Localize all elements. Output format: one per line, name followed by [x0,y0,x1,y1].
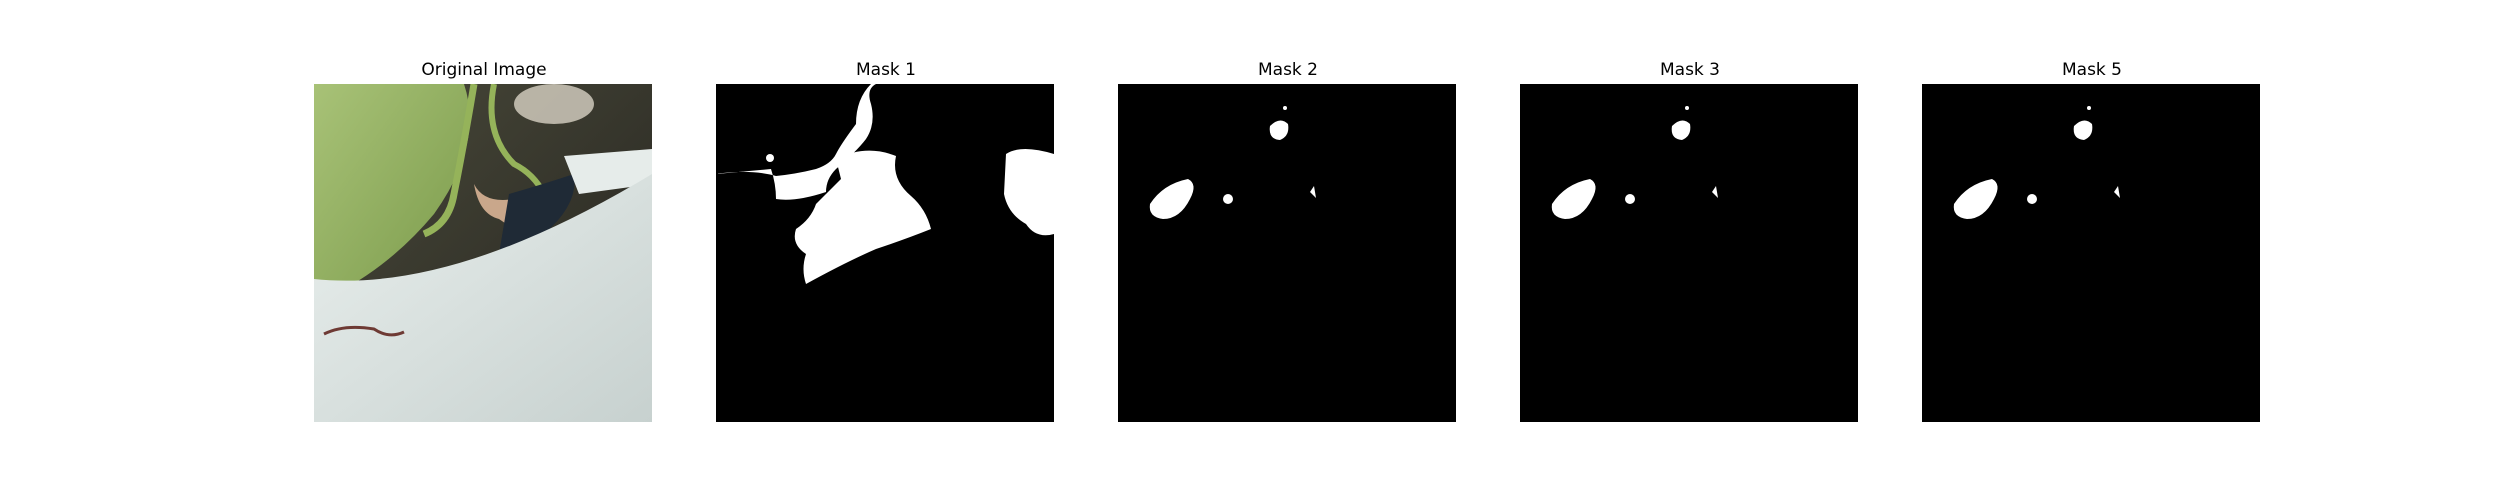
mask-blob-b [2027,194,2037,204]
mask-blob-c [2073,120,2093,140]
mask-background [1922,84,2260,422]
mask-blob-a [1149,179,1194,219]
mask-3-image [1520,84,1858,422]
panel-mask-2: Mask 2 [1118,0,1458,500]
mask-render [1520,84,1858,422]
mask-blob-left [716,84,876,200]
mask-5-image [1922,84,2260,422]
mask-background [1520,84,1858,422]
mask-render [1922,84,2260,422]
panel-title: Mask 3 [1659,60,1720,80]
leaf-stem-2 [488,84,547,196]
mask-blob-center [794,150,931,284]
panel-mask-5: Mask 5 [1922,0,2262,500]
photo-render [314,84,652,422]
panel-original-image: Original Image [314,0,654,500]
large-leaf [314,84,470,304]
panel-mask-1: Mask 1 [716,0,1056,500]
mask-2-image [1118,84,1456,422]
dark-object [499,174,575,254]
mask-render [716,84,1054,422]
mask-blob-c [1671,120,1691,140]
original-photo [314,84,652,422]
mask-blob-d [1685,106,1689,110]
mask-blob-e [1712,186,1718,198]
mask-blob-e [2114,186,2120,198]
mask-1-image [716,84,1054,422]
panel-title: Mask 1 [855,60,916,80]
mask-blob-c [1269,120,1289,140]
panel-title: Mask 2 [1257,60,1318,80]
mask-blob-b [1625,194,1635,204]
mask-blob-e [1310,186,1316,198]
red-stain [323,325,405,337]
mask-blob-d [2087,106,2091,110]
panel-title: Mask 5 [2061,60,2122,80]
mask-blob-right [1004,149,1054,236]
mask-blob-d [1283,106,1287,110]
white-edge [564,149,652,194]
white-surface [314,174,652,422]
mask-blob-a [1551,179,1596,219]
mask-background [716,84,1054,422]
panel-title: Original Image [421,60,547,80]
mask-blob-a [1953,179,1998,219]
mask-render [1118,84,1456,422]
mask-background [1118,84,1456,422]
mask-dot [766,154,774,162]
leaf-stem [422,84,478,238]
mask-blob-b [1223,194,1233,204]
panel-mask-3: Mask 3 [1520,0,1860,500]
light-spot [514,84,594,124]
